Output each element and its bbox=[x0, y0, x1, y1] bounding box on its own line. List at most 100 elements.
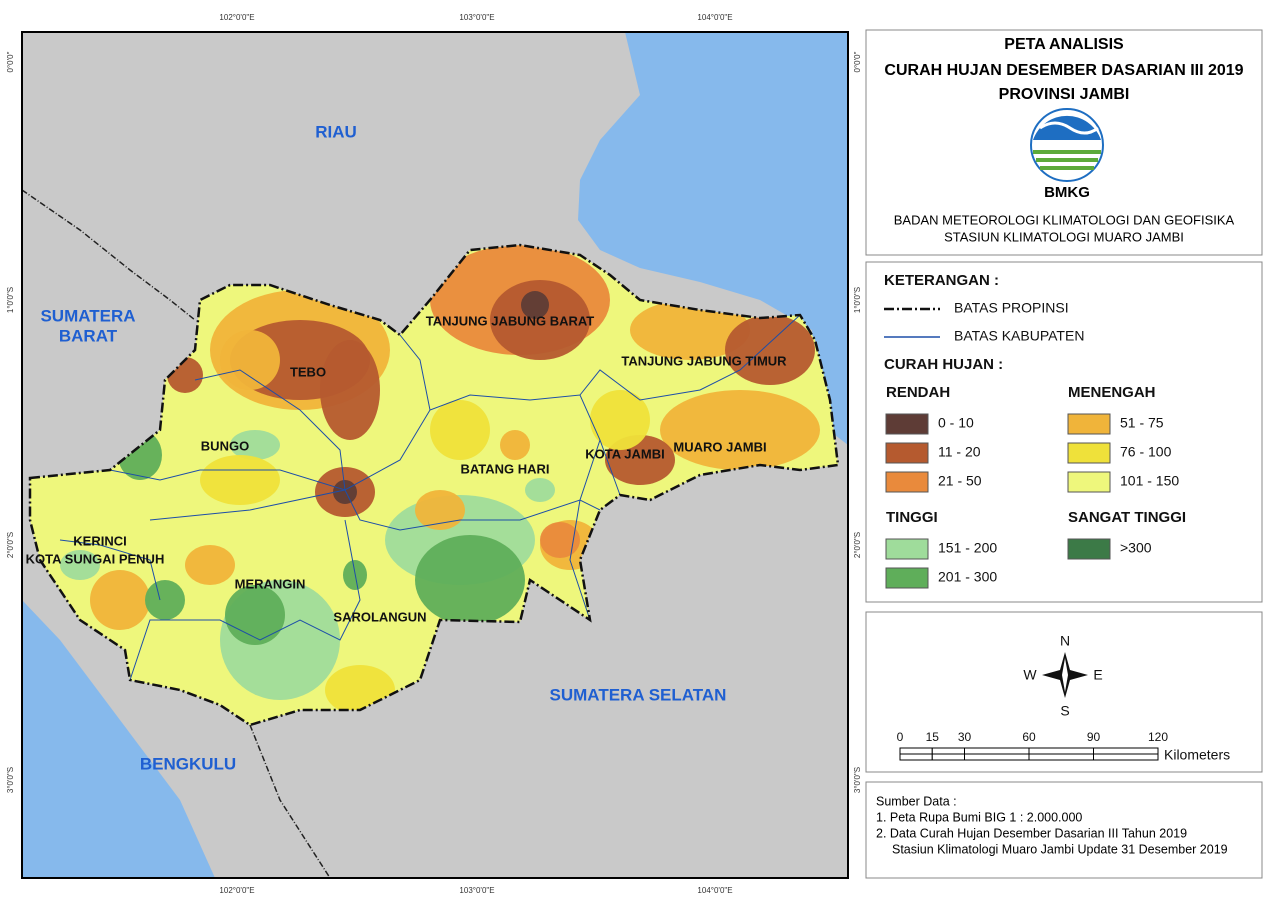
scale-segment bbox=[1093, 747, 1159, 755]
district-label: MUARO JAMBI bbox=[673, 439, 766, 454]
district-label: TANJUNG JABUNG TIMUR bbox=[621, 353, 787, 368]
legend-heading: KETERANGAN : bbox=[884, 272, 999, 289]
rainfall-area bbox=[525, 478, 555, 502]
map-border bbox=[21, 31, 849, 879]
legend-label: 11 - 20 bbox=[938, 444, 981, 460]
scale-segment bbox=[1028, 753, 1094, 761]
source-heading: Sumber Data : bbox=[876, 794, 957, 808]
compass-w: W bbox=[1023, 667, 1037, 683]
grid-label: 103°0'0"E bbox=[459, 886, 494, 895]
rainfall-area bbox=[90, 570, 150, 630]
source-line: 2. Data Curah Hujan Desember Dasarian II… bbox=[876, 826, 1187, 840]
agency-line: BADAN METEOROLOGI KLIMATOLOGI DAN GEOFIS… bbox=[894, 212, 1235, 227]
scale-unit: Kilometers bbox=[1164, 747, 1230, 763]
bmkg-logo: BMKG bbox=[1030, 108, 1104, 201]
grid-label: 3°0'0"S bbox=[6, 767, 15, 793]
scale-segment bbox=[964, 747, 1030, 755]
grid-label: 102°0'0"E bbox=[219, 886, 254, 895]
logo-text: BMKG bbox=[1044, 184, 1090, 201]
legend-group: SANGAT TINGGI bbox=[1068, 509, 1186, 526]
rainfall-areas bbox=[60, 245, 820, 715]
legend-line-label: BATAS PROPINSI bbox=[954, 300, 1069, 316]
panel bbox=[865, 261, 1263, 603]
title-line: CURAH HUJAN DESEMBER DASARIAN III 2019 bbox=[884, 62, 1243, 79]
compass-inner bbox=[1062, 658, 1068, 692]
scale-segment bbox=[931, 747, 965, 755]
district-label: KOTA JAMBI bbox=[585, 446, 664, 461]
panel bbox=[865, 781, 1263, 879]
legend-label: 101 - 150 bbox=[1120, 473, 1179, 489]
scale-tick-label: 90 bbox=[1087, 730, 1101, 744]
legend-label: 201 - 300 bbox=[938, 569, 997, 585]
district-border bbox=[399, 334, 431, 411]
rainfall-area bbox=[200, 455, 280, 505]
compass-rose: N S W E bbox=[1023, 633, 1102, 719]
legend-panel: KETERANGAN : BATAS PROPINSI BATAS KABUPA… bbox=[865, 261, 1263, 603]
legend-swatch bbox=[1067, 538, 1111, 560]
region-label: SUMATERA bbox=[40, 306, 135, 325]
grid-label: 0°0'0" bbox=[853, 51, 862, 72]
scale-segment bbox=[1093, 753, 1159, 761]
district-borders bbox=[59, 314, 801, 681]
grid-label: 1°0'0"S bbox=[853, 287, 862, 313]
sea bbox=[578, 32, 848, 445]
region-label: RIAU bbox=[315, 122, 357, 141]
legend-label: 21 - 50 bbox=[938, 473, 982, 489]
scale-segment bbox=[899, 747, 933, 755]
source-line: 1. Peta Rupa Bumi BIG 1 : 2.000.000 bbox=[876, 810, 1082, 824]
district-border bbox=[569, 439, 601, 621]
legend-group: RENDAH bbox=[886, 384, 950, 401]
scale-tick-label: 0 bbox=[897, 730, 904, 744]
legend-label: >300 bbox=[1120, 540, 1152, 556]
rainfall-area bbox=[333, 480, 357, 504]
district-border bbox=[59, 539, 161, 601]
agency-line: STASIUN KLIMATOLOGI MUARO JAMBI bbox=[944, 229, 1184, 244]
logo-stripe bbox=[1040, 166, 1094, 170]
legend-swatch bbox=[1067, 413, 1111, 435]
logo-stripe bbox=[1036, 158, 1098, 162]
district-border bbox=[129, 519, 361, 681]
compass-e: E bbox=[1093, 667, 1102, 683]
legend-label: 76 - 100 bbox=[1120, 444, 1172, 460]
grid-label: 102°0'0"E bbox=[219, 13, 254, 22]
rainfall-area bbox=[430, 400, 490, 460]
rainfall-area bbox=[185, 545, 235, 585]
logo-wave bbox=[1039, 121, 1099, 135]
scale-tick-label: 120 bbox=[1148, 730, 1168, 744]
map-frame bbox=[21, 31, 849, 879]
rainfall-area bbox=[220, 330, 280, 390]
district-label: TEBO bbox=[290, 364, 326, 379]
district-border bbox=[194, 369, 346, 491]
province-border bbox=[28, 243, 840, 727]
rainfall-area bbox=[540, 522, 580, 558]
legend-swatch bbox=[885, 413, 929, 435]
source-line: Stasiun Klimatologi Muaro Jambi Update 3… bbox=[892, 842, 1228, 856]
grid-label: 104°0'0"E bbox=[697, 13, 732, 22]
rainfall-area bbox=[60, 550, 100, 580]
grid-label: 2°0'0"S bbox=[6, 532, 15, 558]
legend-label: 0 - 10 bbox=[938, 415, 974, 431]
legend-label: 51 - 75 bbox=[1120, 415, 1164, 431]
compass-n: N bbox=[1060, 633, 1070, 649]
rainfall-area bbox=[320, 340, 380, 440]
grid-label: 104°0'0"E bbox=[697, 886, 732, 895]
map-labels: RIAU SUMATERA BARAT SUMATERA SELATAN BEN… bbox=[6, 13, 862, 895]
legend-swatch bbox=[885, 567, 929, 589]
legend-swatch bbox=[1067, 471, 1111, 493]
scale-tick-label: 60 bbox=[1022, 730, 1036, 744]
scale-tick-label: 30 bbox=[958, 730, 972, 744]
title-line: PROVINSI JAMBI bbox=[999, 86, 1130, 103]
district-border bbox=[109, 394, 621, 496]
rainfall-area bbox=[145, 580, 185, 620]
scale-segment bbox=[1028, 747, 1094, 755]
region-label: BENGKULU bbox=[140, 754, 236, 773]
district-label: SAROLANGUN bbox=[333, 609, 426, 624]
grid-label: 0°0'0" bbox=[6, 51, 15, 72]
legend-label: 151 - 200 bbox=[938, 540, 997, 556]
province-border bbox=[249, 724, 331, 879]
rainfall-area bbox=[415, 490, 465, 530]
district-label: MERANGIN bbox=[235, 576, 306, 591]
legend-swatch bbox=[885, 471, 929, 493]
district-border bbox=[579, 314, 801, 401]
